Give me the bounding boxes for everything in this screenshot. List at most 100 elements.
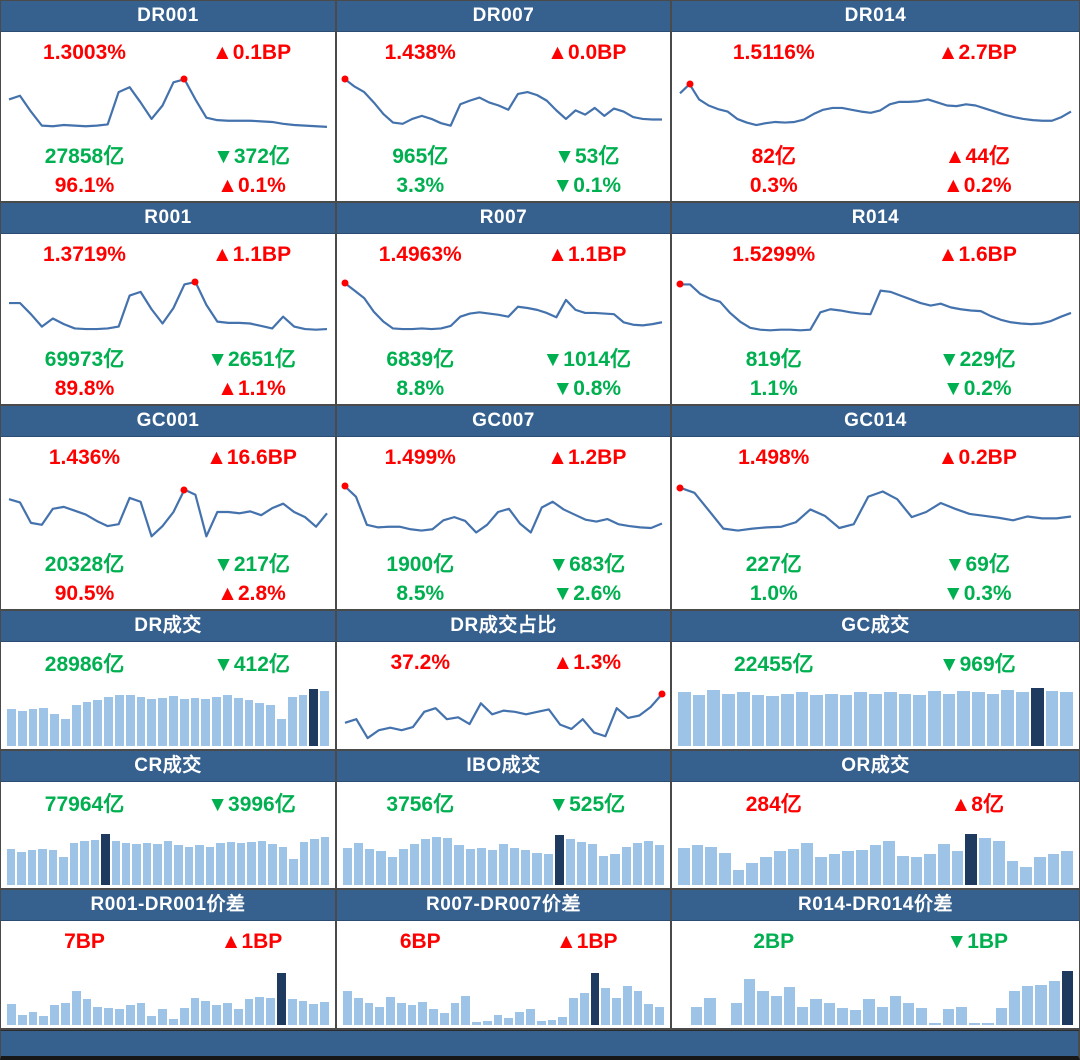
bar <box>82 702 92 746</box>
panel-body: 1.5299% ▲1.6BP 819亿 ▼229亿 1.1% ▼0.2% <box>672 234 1079 404</box>
bar <box>1022 985 1034 1025</box>
bar <box>158 1009 167 1025</box>
bar <box>255 702 265 746</box>
bar <box>93 1006 103 1025</box>
share-value: 8.5% <box>396 581 445 605</box>
bar <box>396 1003 406 1025</box>
stat-row: 27858亿 ▼372亿 <box>1 139 335 170</box>
share-change: ▲1.1% <box>217 376 286 400</box>
series-point-marker <box>686 80 694 88</box>
panel-gc007: GC007 1.499% ▲1.2BP 1900亿 ▼683亿 8.5% ▼2.6% <box>337 406 672 611</box>
bar <box>897 856 909 885</box>
bar <box>222 1003 232 1025</box>
stat-row: 1.499% ▲1.2BP <box>337 437 670 477</box>
bar <box>136 697 146 746</box>
bar <box>599 856 609 885</box>
share-change: ▼0.8% <box>552 376 622 400</box>
panel-title: DR成交占比 <box>337 611 670 642</box>
panel-title: DR014 <box>672 1 1079 32</box>
panel-title: GC成交 <box>672 611 1079 642</box>
bar <box>588 844 598 885</box>
bar <box>443 838 453 885</box>
bar <box>174 845 183 885</box>
stat-row: 7BP ▲1BP <box>1 921 335 961</box>
bar <box>244 999 254 1025</box>
highlighted-bar <box>309 689 319 746</box>
stat-row: 1.0% ▼0.3% <box>672 578 1079 609</box>
bar <box>82 999 92 1025</box>
panel-r014: R014 1.5299% ▲1.6BP 819亿 ▼229亿 1.1% ▼0.2% <box>672 203 1080 406</box>
bar <box>898 693 912 746</box>
bar <box>418 1001 428 1025</box>
bar <box>247 841 256 885</box>
bar <box>810 694 824 746</box>
bar <box>889 995 901 1025</box>
rate-change: ▲1.1BP <box>547 243 627 266</box>
bar <box>643 840 653 885</box>
stat-row: 3.3% ▼0.1% <box>337 170 670 201</box>
bar <box>287 696 297 746</box>
panel-body: 1.438% ▲0.0BP 965亿 ▼53亿 3.3% ▼0.1% <box>337 32 670 201</box>
bar <box>783 987 796 1025</box>
bar <box>454 845 464 885</box>
bar <box>558 1017 568 1025</box>
bar <box>257 840 267 885</box>
bar <box>576 841 587 885</box>
bar <box>429 1009 438 1025</box>
volume-value: 82亿 <box>751 144 796 168</box>
volume-change: ▼412亿 <box>213 653 290 676</box>
series-point-marker <box>658 690 666 698</box>
bar <box>1045 691 1059 746</box>
bar <box>310 839 319 885</box>
bar <box>814 857 827 885</box>
bar <box>201 699 211 746</box>
footer-bar <box>0 1030 1080 1060</box>
bar <box>465 849 475 885</box>
stat-row: 227亿 ▼69亿 <box>672 547 1079 578</box>
panel-body: 1.3003% ▲0.1BP 27858亿 ▼372亿 96.1% ▲0.1% <box>1 32 335 201</box>
volume-value: 284亿 <box>745 793 802 816</box>
bar <box>255 996 265 1025</box>
bar <box>766 695 779 746</box>
volume-change: ▼229亿 <box>938 347 1016 371</box>
bar <box>876 1006 888 1025</box>
bar-chart <box>343 825 665 885</box>
highlighted-bar <box>1030 688 1044 746</box>
rate-value: 1.5299% <box>732 243 816 266</box>
stat-row: 22455亿 ▼969亿 <box>672 642 1079 682</box>
line-chart <box>341 75 662 136</box>
volume-value: 28986亿 <box>44 653 125 676</box>
stat-row: 1900亿 ▼683亿 <box>337 547 670 578</box>
volume-value: 227亿 <box>745 552 802 576</box>
bar <box>705 846 718 885</box>
bar <box>179 699 189 746</box>
stat-row: 82亿 ▲44亿 <box>672 139 1079 170</box>
bar <box>910 857 923 885</box>
spread-change: ▲1BP <box>220 930 283 953</box>
bar <box>17 711 27 746</box>
bar <box>17 852 26 885</box>
bar <box>722 693 735 746</box>
panel-title: R007 <box>337 203 670 234</box>
spread-value: 2BP <box>753 930 795 953</box>
bar <box>121 843 131 885</box>
panel-body: 22455亿 ▼969亿 <box>672 642 1079 749</box>
series-point-marker <box>341 279 349 287</box>
line-chart <box>9 480 327 544</box>
spread-change: ▼1BP <box>946 930 1009 953</box>
bar <box>707 689 721 746</box>
bar <box>201 1000 211 1025</box>
bar <box>407 1005 417 1025</box>
bar <box>969 1023 981 1025</box>
bar <box>757 990 769 1025</box>
volume-change: ▼3996亿 <box>207 793 296 816</box>
bar <box>601 988 611 1025</box>
bar <box>1035 984 1047 1025</box>
volume-change: ▼53亿 <box>554 144 620 168</box>
stat-row: 1.1% ▼0.2% <box>672 373 1079 404</box>
volume-value: 20328亿 <box>44 552 125 576</box>
panel-title: OR成交 <box>672 751 1079 782</box>
bar <box>493 1015 503 1025</box>
rate-change: ▲1.6BP <box>937 243 1017 266</box>
